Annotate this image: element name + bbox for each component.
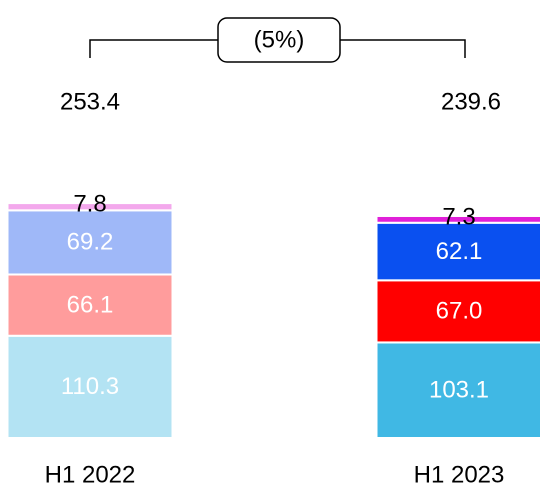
x-tick-label: H1 2023 (414, 461, 505, 488)
bar-segment (6, 273, 174, 337)
x-tick-label: H1 2022 (45, 461, 136, 488)
value-label: 69.2 (67, 229, 114, 256)
bracket-left (89, 39, 218, 58)
value-label: 62.1 (436, 238, 483, 265)
value-label: 110.3 (61, 373, 119, 400)
bar-segment (6, 202, 174, 212)
value-label: 67.0 (436, 298, 483, 325)
value-label: 103.1 (429, 377, 489, 404)
value-label: 7.3 (442, 203, 475, 230)
total-label: 253.4 (60, 88, 120, 115)
bar-segment (375, 221, 541, 282)
total-label: 239.6 (441, 88, 501, 115)
bar-segment (375, 214, 541, 224)
value-label: 7.8 (73, 190, 106, 217)
value-label: 66.1 (67, 291, 114, 318)
bracket-right (340, 39, 466, 58)
annotation: (5%) (254, 26, 305, 53)
annotation-box (217, 17, 341, 63)
bar-segment (375, 279, 541, 344)
bracket (89, 17, 466, 63)
bar-segment (6, 334, 174, 439)
